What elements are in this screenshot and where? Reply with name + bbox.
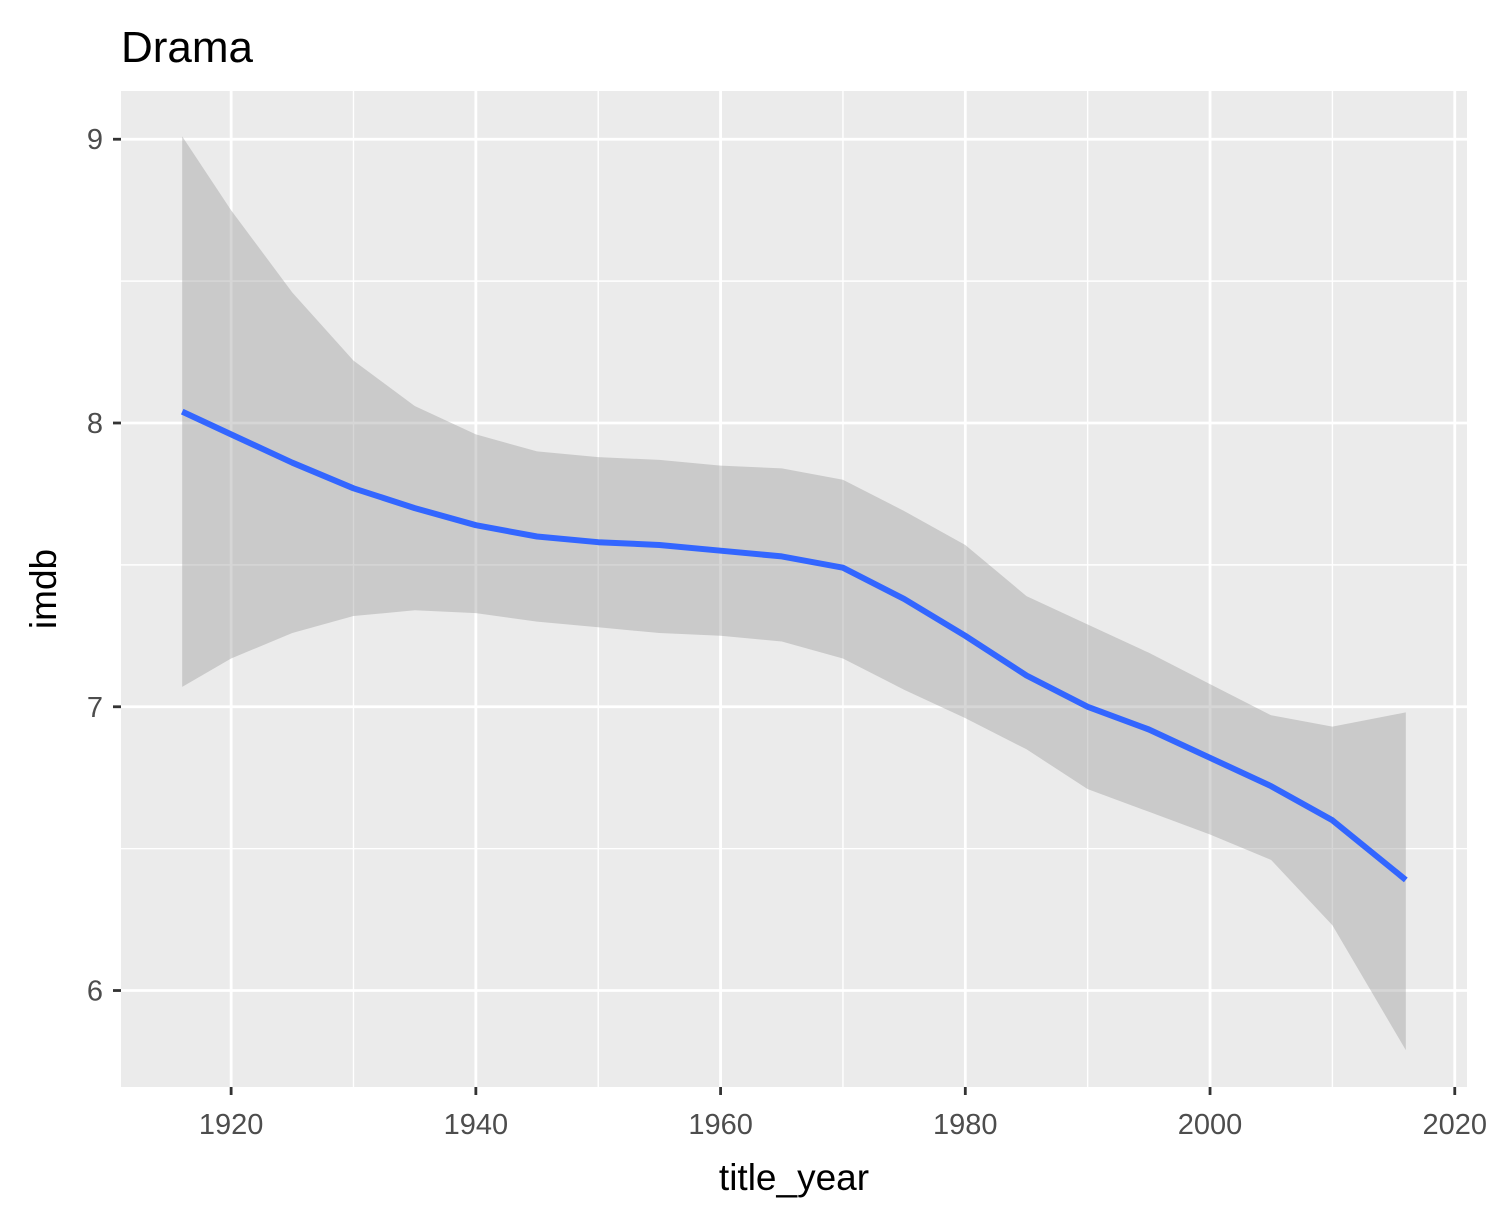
y-tick-label: 8 [87, 408, 103, 440]
x-tick-label: 2000 [1178, 1109, 1243, 1141]
x-tick-label: 1960 [688, 1109, 753, 1141]
x-axis-title: title_year [719, 1157, 869, 1198]
x-tick-label: 1980 [933, 1109, 998, 1141]
x-axis: 1920 1940 1960 1980 2000 2020 [199, 1087, 1487, 1141]
x-tick-label: 1940 [444, 1109, 509, 1141]
major-gridlines [121, 91, 1467, 1087]
y-tick-label: 7 [87, 692, 103, 724]
plot-panel [121, 91, 1467, 1087]
confidence-band [182, 136, 1406, 1051]
x-tick-label: 2020 [1423, 1109, 1488, 1141]
y-tick-label: 9 [87, 124, 103, 156]
minor-gridlines [121, 91, 1467, 1087]
chart-title: Drama [121, 23, 254, 72]
y-axis: 6 7 8 9 [87, 124, 121, 1008]
y-tick-label: 6 [87, 976, 103, 1008]
y-axis-title: imdb [23, 549, 64, 629]
x-tick-label: 1920 [199, 1109, 264, 1141]
smooth-line [180, 408, 1408, 883]
